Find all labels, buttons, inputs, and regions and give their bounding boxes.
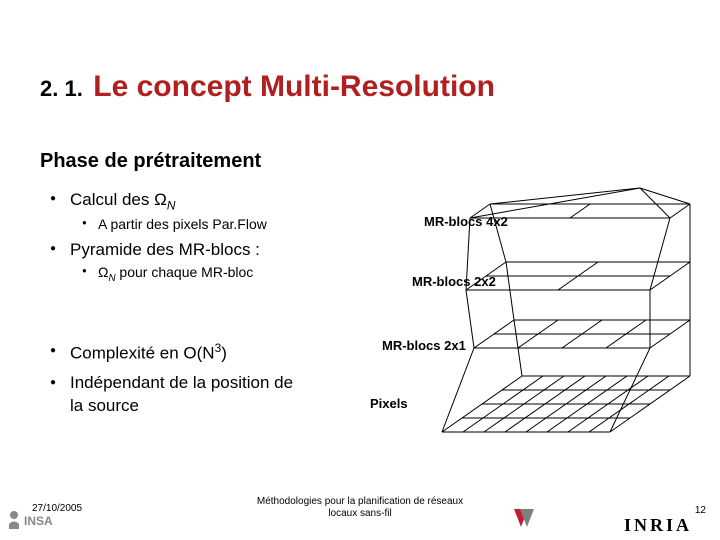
insa-logo-svg: INSA: [6, 507, 60, 531]
text: Pyramide des MR-blocs :: [70, 240, 260, 259]
diagram-label: MR-blocs 2x1: [382, 338, 466, 353]
sub-list: ΩN pour chaque MR-bloc: [82, 264, 370, 284]
diagram-label: MR-blocs 2x2: [412, 274, 496, 289]
list-item: Complexité en O(N3): [50, 340, 310, 366]
pyramid-diagram: MR-blocs 4x2 MR-blocs 2x2 MR-blocs 2x1 P…: [340, 178, 710, 458]
slide-title: 2. 1. Le concept Multi-Resolution: [40, 70, 495, 104]
subtitle: Phase de prétraitement: [40, 150, 261, 173]
subscript: N: [108, 273, 115, 284]
inria-logo-svg: [510, 505, 620, 531]
inria-text: INRIA: [624, 515, 692, 535]
footer-page-number: 12: [695, 505, 706, 516]
text: Calcul des: [70, 190, 154, 209]
list-item: ΩN pour chaque MR-bloc: [82, 264, 370, 284]
sub-list: A partir des pixels Par.Flow: [82, 216, 370, 232]
text: pour chaque MR-bloc: [116, 264, 254, 280]
bullet-list-1: Calcul des ΩN A partir des pixels Par.Fl…: [50, 190, 370, 292]
title-text: Le concept Multi-Resolution: [93, 70, 495, 103]
list-item: Pyramide des MR-blocs : ΩN pour chaque M…: [50, 240, 370, 284]
section-number: 2. 1.: [40, 76, 83, 101]
diagram-label: Pixels: [370, 396, 408, 411]
list-item: A partir des pixels Par.Flow: [82, 216, 370, 232]
insa-logo: INSA: [6, 507, 60, 536]
text: Complexité en O(N: [70, 344, 215, 363]
symbol-omega: Ω: [154, 190, 167, 209]
diagram-label: MR-blocs 4x2: [424, 214, 508, 229]
pyramid-svg: [340, 178, 710, 458]
subscript: N: [167, 198, 176, 212]
text: ): [221, 344, 227, 363]
footer-line: locaux sans-fil: [328, 508, 391, 519]
inria-logo: INRIA: [510, 505, 692, 536]
list-item: Calcul des ΩN A partir des pixels Par.Fl…: [50, 190, 370, 232]
bullet-list-2: Complexité en O(N3) Indépendant de la po…: [50, 340, 310, 423]
list-item: Indépendant de la position de la source: [50, 372, 310, 418]
footer-line: Méthodologies pour la planification de r…: [257, 496, 463, 507]
symbol-omega: Ω: [98, 264, 108, 280]
svg-text:INSA: INSA: [24, 514, 53, 528]
